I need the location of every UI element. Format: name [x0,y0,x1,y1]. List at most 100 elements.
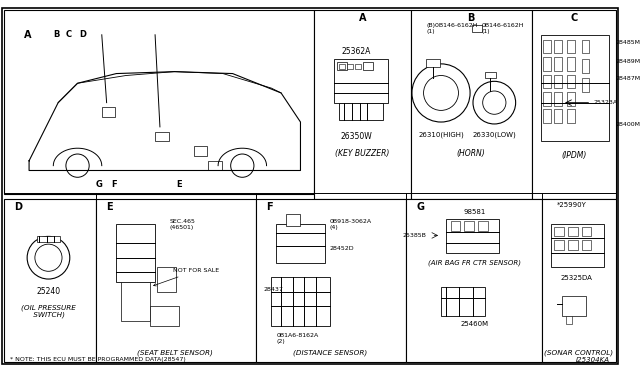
Bar [543,109,550,123]
Bar [116,224,155,282]
Text: NOT FOR SALE: NOT FOR SALE [154,268,219,286]
Text: C: C [66,30,72,39]
Bar [550,224,604,267]
Text: F: F [111,180,117,189]
Text: 26330(LOW): 26330(LOW) [472,132,516,138]
Text: F: F [266,202,273,212]
Text: A: A [359,13,366,23]
Bar [286,214,300,226]
Text: 25362A: 25362A [342,47,371,57]
Bar [554,240,564,250]
Text: G: G [95,180,102,189]
Bar [411,10,532,199]
Text: (AIR BAG FR CTR SENSOR): (AIR BAG FR CTR SENSOR) [428,260,522,266]
Text: (SONAR CONTROL): (SONAR CONTROL) [544,350,613,356]
Bar [554,109,562,123]
Bar [554,74,562,88]
Text: 0B1A6-8162A
(2): 0B1A6-8162A (2) [276,333,319,344]
Bar [314,10,411,199]
Bar [121,282,150,321]
Bar [568,227,578,236]
Text: (IPDM): (IPDM) [561,151,586,160]
Text: D: D [79,30,86,39]
Bar [543,74,550,88]
Bar [337,62,347,70]
Bar [441,287,484,316]
Text: 25325DA: 25325DA [561,275,593,281]
Text: 28487M: 28487M [616,76,640,80]
Bar [406,199,542,362]
Text: 28489M: 28489M [616,59,640,64]
Bar [582,227,591,236]
Bar [566,316,572,324]
Bar [567,109,575,123]
Bar [582,78,589,92]
Text: 25323A: 25323A [593,100,618,105]
Bar [150,306,179,326]
Text: 28485M: 28485M [616,40,640,45]
Text: *25990Y: *25990Y [557,202,587,208]
Text: (KEY BUZZER): (KEY BUZZER) [335,149,390,158]
Bar [543,57,550,71]
Text: 28400M: 28400M [616,122,640,127]
Text: A: A [24,30,32,40]
Text: 0B918-3062A
(4): 0B918-3062A (4) [330,219,372,230]
Text: 98581: 98581 [464,209,486,215]
Bar [582,40,589,53]
Bar [562,296,586,316]
Bar [451,221,460,231]
Text: 26350W: 26350W [341,132,372,141]
Bar [582,240,591,250]
Bar [568,240,578,250]
Bar [478,221,488,231]
Bar [4,10,314,194]
Circle shape [230,154,254,177]
Circle shape [66,154,89,177]
Text: (B)0B146-6162H
(1): (B)0B146-6162H (1) [426,23,478,34]
Text: (OIL PRESSURE
 SWITCH): (OIL PRESSURE SWITCH) [21,304,76,318]
Bar [256,199,406,362]
Bar [542,199,616,362]
Bar [567,57,575,71]
Text: (SEAT BELT SENSOR): (SEAT BELT SENSOR) [138,350,213,356]
Bar [355,64,360,69]
Text: 28452D: 28452D [330,246,354,251]
Text: SEC.465
(46501): SEC.465 (46501) [170,219,195,230]
Bar [4,199,96,362]
Text: G: G [417,202,425,212]
Text: E: E [107,202,113,212]
Bar [37,236,60,242]
Text: 25240: 25240 [36,287,61,296]
Bar [102,108,115,117]
Bar [271,277,330,326]
Bar [155,132,169,141]
Bar [543,40,550,53]
Bar [96,199,256,362]
Text: 28437: 28437 [264,287,284,292]
Bar [472,25,482,32]
Text: * NOTE: THIS ECU MUST BE PROGRAMMED DATA(28547): * NOTE: THIS ECU MUST BE PROGRAMMED DATA… [10,357,186,362]
Bar [541,35,609,141]
Bar [567,40,575,53]
Text: 25460M: 25460M [461,321,489,327]
Bar [554,227,564,236]
Text: E: E [177,180,182,189]
Text: J25304KA: J25304KA [575,357,609,363]
Bar [364,62,373,70]
Bar [484,72,496,78]
Bar [554,40,562,53]
Bar [567,74,575,88]
Bar [334,59,388,103]
Bar [543,92,550,106]
Bar [347,64,353,69]
Text: (DISTANCE SENSOR): (DISTANCE SENSOR) [293,350,367,356]
Bar [554,57,562,71]
Bar [276,224,324,263]
Bar [567,92,575,106]
Text: C: C [570,13,577,23]
Bar [426,59,440,67]
Bar [582,59,589,73]
Bar [532,10,616,199]
Text: 25385B: 25385B [403,232,426,238]
Bar [446,219,499,253]
